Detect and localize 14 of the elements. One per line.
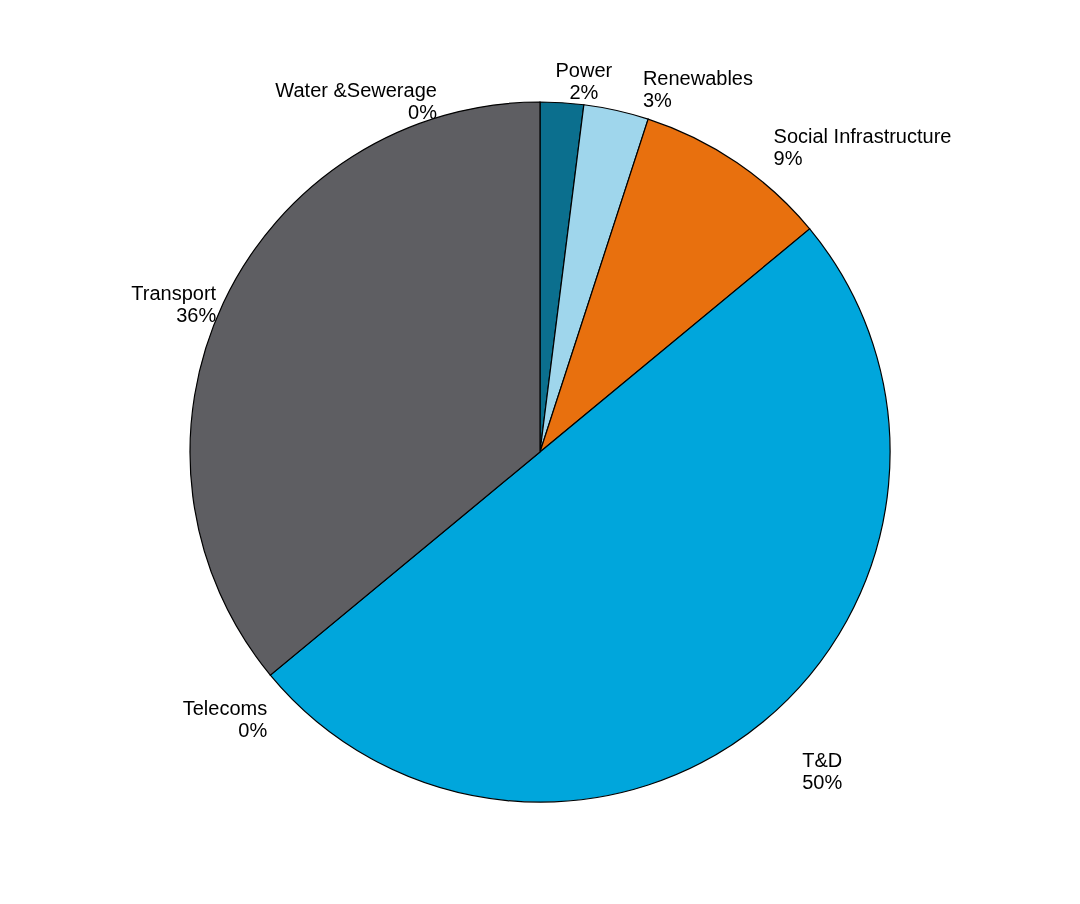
category-label: Telecoms	[182, 696, 268, 719]
text: 0%	[238, 718, 268, 741]
data-label: 9%	[773, 147, 803, 170]
data-label: 36%	[176, 303, 217, 326]
data-label: 2%	[569, 80, 599, 103]
slice-label: Transport	[131, 281, 217, 304]
slice-label: T&D	[802, 748, 843, 771]
slice-label: Renewables	[642, 67, 753, 90]
text: 0%	[408, 101, 437, 124]
slice-label: Social Infrastructure	[773, 125, 952, 148]
category-label: Water &Sewerage	[275, 79, 437, 102]
data-label: 50%	[802, 770, 843, 793]
slice-label: Power	[555, 58, 613, 81]
data-label: 3%	[642, 89, 673, 112]
